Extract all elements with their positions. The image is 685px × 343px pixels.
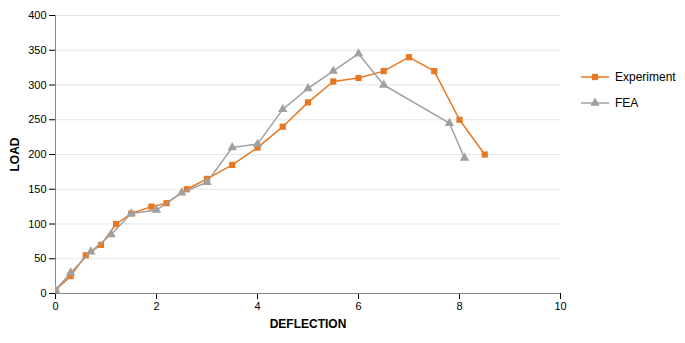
svg-text:300: 300	[28, 79, 46, 91]
svg-text:0: 0	[52, 300, 58, 312]
svg-text:350: 350	[28, 44, 46, 56]
html-text:Experiment: Experiment	[615, 70, 676, 84]
svg-text:8: 8	[456, 300, 462, 312]
svg-text:250: 250	[28, 113, 46, 125]
svg-text:10: 10	[554, 300, 566, 312]
html-text:FEA: FEA	[615, 96, 639, 110]
svg-text:100: 100	[28, 218, 46, 230]
svg-text:50: 50	[34, 252, 46, 264]
svg-text:LOAD: LOAD	[8, 137, 22, 171]
svg-text:400: 400	[28, 9, 46, 21]
svg-text:2: 2	[153, 300, 159, 312]
svg-text:4: 4	[254, 300, 260, 312]
svg-text:0: 0	[40, 287, 46, 299]
svg-text:DEFLECTION: DEFLECTION	[270, 317, 347, 331]
svg-text:200: 200	[28, 148, 46, 160]
svg-text:150: 150	[28, 183, 46, 195]
svg-text:6: 6	[355, 300, 361, 312]
